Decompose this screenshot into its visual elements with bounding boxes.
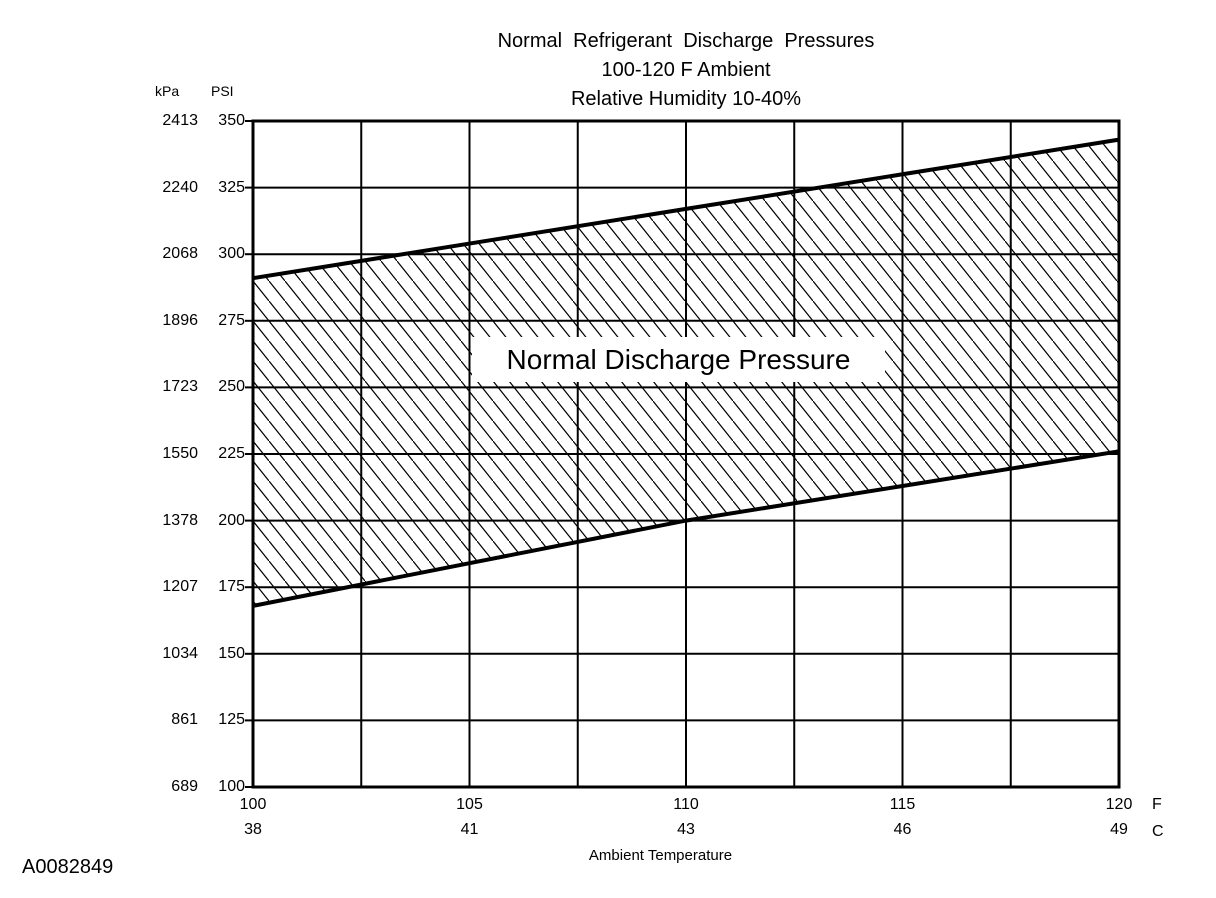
y-tick-kpa: 861 bbox=[171, 711, 198, 729]
y-tick-kpa: 1378 bbox=[162, 511, 198, 529]
chart-title-line2: 100-120 F Ambient bbox=[601, 59, 771, 81]
x-tick-celsius: 46 bbox=[893, 821, 912, 838]
x-tick-celsius: 41 bbox=[460, 821, 479, 838]
y-tick-psi: 250 bbox=[218, 378, 245, 396]
chart-title-line3: Relative Humidity 10-40% bbox=[570, 88, 802, 110]
chart-title-block: Normal Refrigerant Discharge Pressures 1… bbox=[253, 27, 1119, 114]
x-axis-unit-c: C bbox=[1152, 823, 1164, 840]
plot-border bbox=[251, 119, 1121, 789]
y-tick-psi: 175 bbox=[218, 578, 245, 596]
chart-title-line1: Normal Refrigerant Discharge Pressures bbox=[497, 30, 875, 52]
band-lower-edge bbox=[252, 449, 1120, 608]
x-tick-fahrenheit: 115 bbox=[889, 796, 916, 813]
grid-lines bbox=[245, 120, 1119, 788]
x-tick-fahrenheit: 120 bbox=[1105, 796, 1133, 813]
y-tick-kpa: 1207 bbox=[162, 578, 198, 596]
y-tick-kpa: 689 bbox=[171, 778, 198, 795]
y-tick-psi: 350 bbox=[218, 112, 245, 129]
x-axis-unit-f: F bbox=[1152, 796, 1162, 813]
x-tick-celsius: 43 bbox=[677, 821, 695, 838]
x-axis-title: Ambient Temperature bbox=[588, 847, 733, 864]
x-tick-fahrenheit: 110 bbox=[673, 796, 699, 813]
y-tick-kpa: 1034 bbox=[162, 644, 198, 662]
band-upper-edge bbox=[252, 137, 1120, 281]
chart-plot-area bbox=[245, 119, 1121, 789]
y-tick-kpa: 1723 bbox=[162, 378, 198, 396]
y-axis-unit-psi: PSI bbox=[211, 83, 234, 99]
y-tick-psi: 150 bbox=[218, 644, 245, 662]
figure-id: A0082849 bbox=[22, 856, 114, 878]
y-tick-psi: 325 bbox=[218, 178, 245, 196]
x-tick-fahrenheit: 100 bbox=[239, 796, 267, 813]
x-tick-celsius: 38 bbox=[244, 821, 262, 838]
y-tick-kpa: 1550 bbox=[162, 445, 198, 462]
y-tick-psi: 275 bbox=[218, 311, 245, 329]
x-tick-celsius: 49 bbox=[1110, 821, 1128, 838]
y-tick-psi: 300 bbox=[218, 245, 245, 263]
band-label: Normal Discharge Pressure bbox=[472, 337, 885, 382]
y-tick-kpa: 1896 bbox=[162, 311, 198, 329]
y-tick-psi: 225 bbox=[218, 445, 245, 462]
y-tick-psi: 100 bbox=[218, 778, 245, 795]
y-tick-kpa: 2240 bbox=[162, 178, 198, 196]
y-tick-psi: 200 bbox=[218, 511, 245, 529]
y-tick-psi: 125 bbox=[218, 711, 245, 729]
x-tick-fahrenheit: 105 bbox=[456, 796, 483, 813]
y-axis-unit-kpa: kPa bbox=[155, 83, 180, 99]
y-tick-kpa: 2068 bbox=[162, 245, 198, 263]
y-tick-kpa: 2413 bbox=[162, 112, 198, 129]
